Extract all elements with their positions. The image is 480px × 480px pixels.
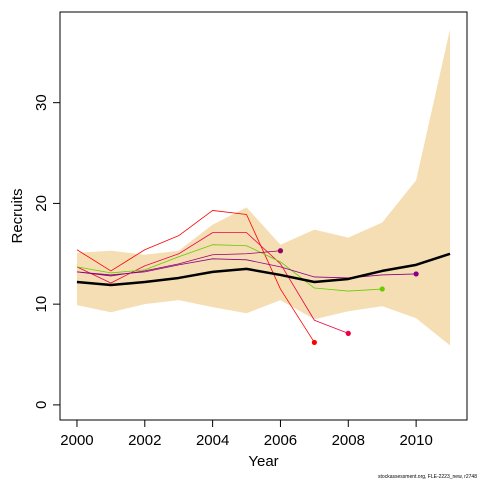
x-axis-title: Year (248, 453, 278, 470)
x-tick-label: 2006 (264, 432, 297, 449)
x-axis: 2000 2002 2004 2006 2008 2010 (60, 420, 433, 449)
x-tick-label: 2004 (196, 432, 229, 449)
confidence-band (76, 29, 451, 346)
credit-text: stockassessment.org, FLE-2223_new, r2748 (378, 474, 477, 480)
x-tick-label: 2010 (399, 432, 432, 449)
x-tick-label: 2000 (60, 432, 93, 449)
series-line-main (76, 252, 451, 287)
series-line-retro-2 (76, 232, 349, 334)
series-line-retro-3 (76, 244, 383, 292)
series-end-point-3 (379, 286, 385, 292)
x-tick-label: 2002 (128, 432, 161, 449)
series-line-retro-4 (76, 250, 281, 277)
series-end-point-2 (345, 330, 351, 336)
series-end-point-5 (413, 271, 419, 277)
y-tick-label: 10 (33, 296, 50, 313)
series-line-retro-1 (76, 210, 315, 343)
x-tick-label: 2008 (332, 432, 365, 449)
series-end-point-1 (311, 339, 317, 346)
y-axis-title: Recruits (9, 188, 26, 243)
y-tick-label: 0 (33, 401, 50, 409)
plot-frame (59, 11, 468, 421)
series-end-point-4 (277, 248, 284, 254)
y-axis: 0 10 20 30 (33, 94, 60, 409)
y-tick-label: 30 (33, 94, 50, 111)
y-tick-label: 20 (33, 195, 50, 212)
